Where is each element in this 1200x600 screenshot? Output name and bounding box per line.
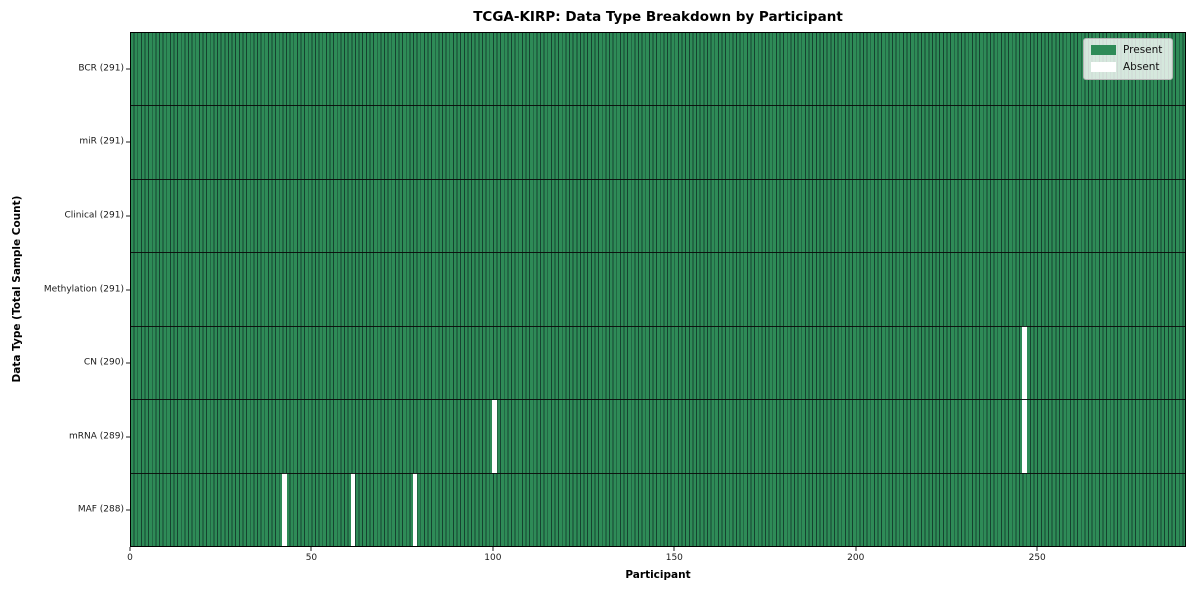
x-tick-mark (855, 547, 857, 551)
legend-item-absent: Absent (1091, 61, 1162, 73)
chart-title: TCGA-KIRP: Data Type Breakdown by Partic… (473, 9, 843, 25)
heatmap-row-mRNA (130, 399, 1186, 474)
absent-gap-CN-246 (1022, 326, 1027, 400)
x-tick-label: 150 (665, 553, 683, 563)
heatmap-row-BCR (130, 32, 1186, 106)
row-separator (130, 399, 1186, 401)
x-tick-label: 250 (1028, 553, 1046, 563)
absent-gap-mRNA-246 (1022, 399, 1027, 474)
heatmap-row-MAF (130, 473, 1186, 547)
heatmap-row-Methylation (130, 252, 1186, 327)
row-separator (130, 252, 1186, 254)
x-tick-mark (492, 547, 494, 551)
y-tick-label-BCR: BCR (291) (78, 63, 124, 74)
legend-absent-label: Absent (1123, 61, 1160, 73)
legend: Present Absent (1083, 38, 1174, 80)
y-tick-mark (126, 509, 130, 511)
absent-gap-mRNA-100 (492, 399, 497, 474)
heatmap-row-Clinical (130, 179, 1186, 253)
row-separator (130, 325, 1186, 327)
absent-gap-MAF-42 (281, 473, 287, 547)
row-separator (130, 105, 1186, 107)
legend-item-present: Present (1091, 44, 1162, 56)
row-separator (130, 178, 1186, 180)
x-tick-mark (129, 547, 131, 551)
y-tick-label-MAF: MAF (288) (77, 504, 124, 515)
x-tick-mark (1036, 547, 1038, 551)
y-tick-label-miR: miR (291) (79, 136, 124, 147)
y-tick-label-CN: CN (290) (83, 357, 124, 368)
y-tick-mark (126, 68, 130, 70)
x-tick-label: 200 (847, 553, 865, 563)
heatmap-row-CN (130, 326, 1186, 400)
y-tick-mark (126, 362, 130, 364)
x-tick-label: 50 (305, 553, 318, 563)
x-tick-mark (673, 547, 675, 551)
legend-absent-swatch-icon (1091, 62, 1116, 72)
y-tick-label-Methylation: Methylation (291) (43, 284, 124, 294)
y-tick-mark (126, 436, 130, 438)
x-axis-label: Participant (625, 569, 691, 581)
x-tick-label: 100 (484, 553, 502, 563)
row-separator (130, 472, 1186, 474)
absent-gap-MAF-61 (350, 473, 356, 547)
absent-gap-MAF-78 (412, 473, 418, 547)
x-tick-label: 0 (127, 553, 133, 563)
legend-present-swatch-icon (1091, 45, 1116, 55)
legend-present-label: Present (1123, 44, 1163, 56)
heatmap-row-miR (130, 105, 1186, 180)
y-tick-mark (126, 141, 130, 143)
y-tick-label-Clinical: Clinical (291) (64, 210, 124, 221)
y-tick-mark (126, 289, 130, 290)
plot-area (130, 32, 1186, 547)
y-tick-label-mRNA: mRNA (289) (69, 431, 124, 442)
x-tick-mark (310, 547, 312, 551)
y-tick-mark (126, 215, 130, 217)
